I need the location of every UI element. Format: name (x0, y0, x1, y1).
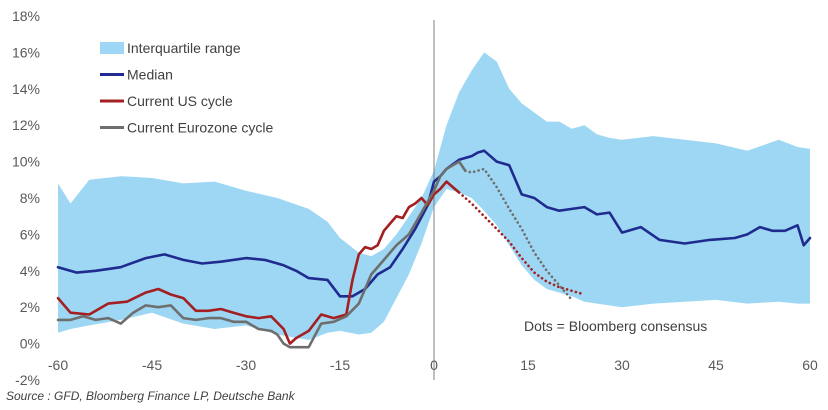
x-tick-label: -45 (142, 357, 162, 373)
current-us-cycle-line (56, 180, 461, 345)
legend-item: Current US cycle (100, 93, 233, 109)
legend-item: Current Eurozone cycle (100, 120, 274, 136)
legend-label: Interquartile range (127, 40, 241, 56)
y-tick-label: 18% (12, 8, 40, 24)
y-tick-label: 10% (12, 154, 40, 170)
y-tick-label: 8% (20, 190, 40, 206)
legend-item: Interquartile range (100, 40, 241, 56)
y-tick-label: 6% (20, 226, 40, 242)
y-tick-label: 16% (12, 44, 40, 60)
x-tick-label: 45 (708, 357, 724, 373)
y-tick-label: 12% (12, 117, 40, 133)
x-tick-label: -30 (236, 357, 256, 373)
legend-label: Current Eurozone cycle (127, 120, 274, 136)
median-line (56, 149, 812, 298)
legend-label: Median (127, 67, 173, 83)
x-tick-label: -15 (330, 357, 350, 373)
current-eurozone-cycle-line (56, 160, 467, 349)
chart-canvas: -2% 0% 2% 4% 6% 8% 10% 12% 14% 16% 18% -60 -45 -30 -1… (12, 8, 818, 388)
x-axis-ticks: -60 -45 -30 -15 0 15 30 45 60 (48, 357, 818, 373)
us-consensus-dots-line (457, 191, 586, 296)
x-tick-label: 15 (520, 357, 536, 373)
legend-label: Current US cycle (127, 93, 233, 109)
y-tick-label: 4% (20, 263, 40, 279)
legend-swatch (100, 42, 124, 54)
consensus-annotation: Dots = Bloomberg consensus (524, 318, 707, 334)
legend: Interquartile range Median Current US cycl… (100, 40, 274, 136)
y-tick-label: 14% (12, 81, 40, 97)
series-layer (56, 149, 812, 349)
y-tick-label: -2% (15, 372, 40, 388)
source-note: Source : GFD, Bloomberg Finance LP, Deut… (6, 389, 295, 403)
y-tick-label: 2% (20, 299, 40, 315)
x-tick-label: 60 (802, 357, 818, 373)
x-tick-label: 0 (430, 357, 438, 373)
y-tick-label: 0% (20, 336, 40, 352)
y-axis-ticks: -2% 0% 2% 4% 6% 8% 10% 12% 14% 16% 18% (12, 8, 40, 388)
legend-item: Median (100, 67, 173, 83)
x-tick-label: -60 (48, 357, 68, 373)
x-tick-label: 30 (614, 357, 630, 373)
